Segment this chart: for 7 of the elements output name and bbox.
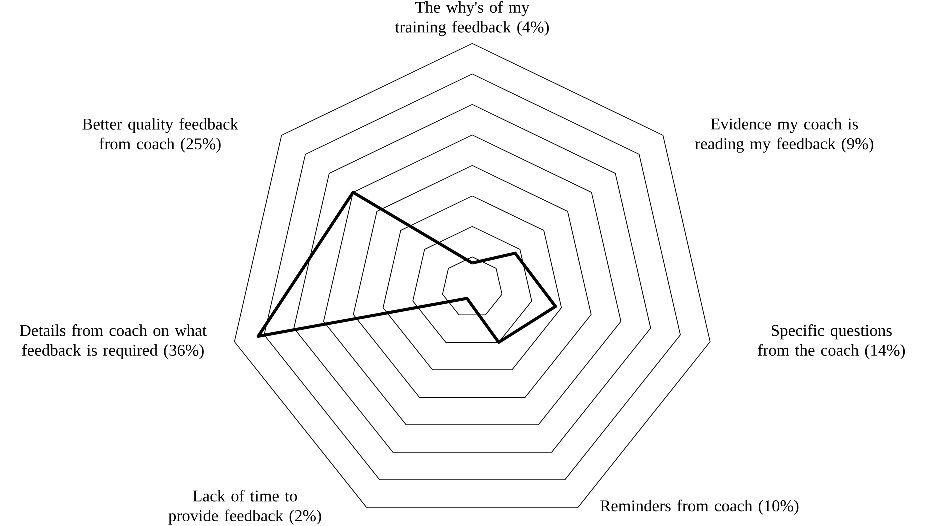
spoke-label: Reminders from coach (10%) [600, 500, 799, 515]
spoke-label: Better quality feedback from coach (25%) [82, 118, 239, 153]
spoke-label: Specific questions from the coach (14%) [758, 324, 906, 360]
spoke-label: Details from coach on what feedback is required (36%) [20, 324, 207, 360]
spoke-label: Lack of time to provide feedback (2%) [168, 490, 322, 525]
spoke-label: Evidence my coach is reading my feedback (9%) [695, 118, 874, 153]
spoke-label: The why's of my training feedback (4%) [395, 1, 550, 36]
